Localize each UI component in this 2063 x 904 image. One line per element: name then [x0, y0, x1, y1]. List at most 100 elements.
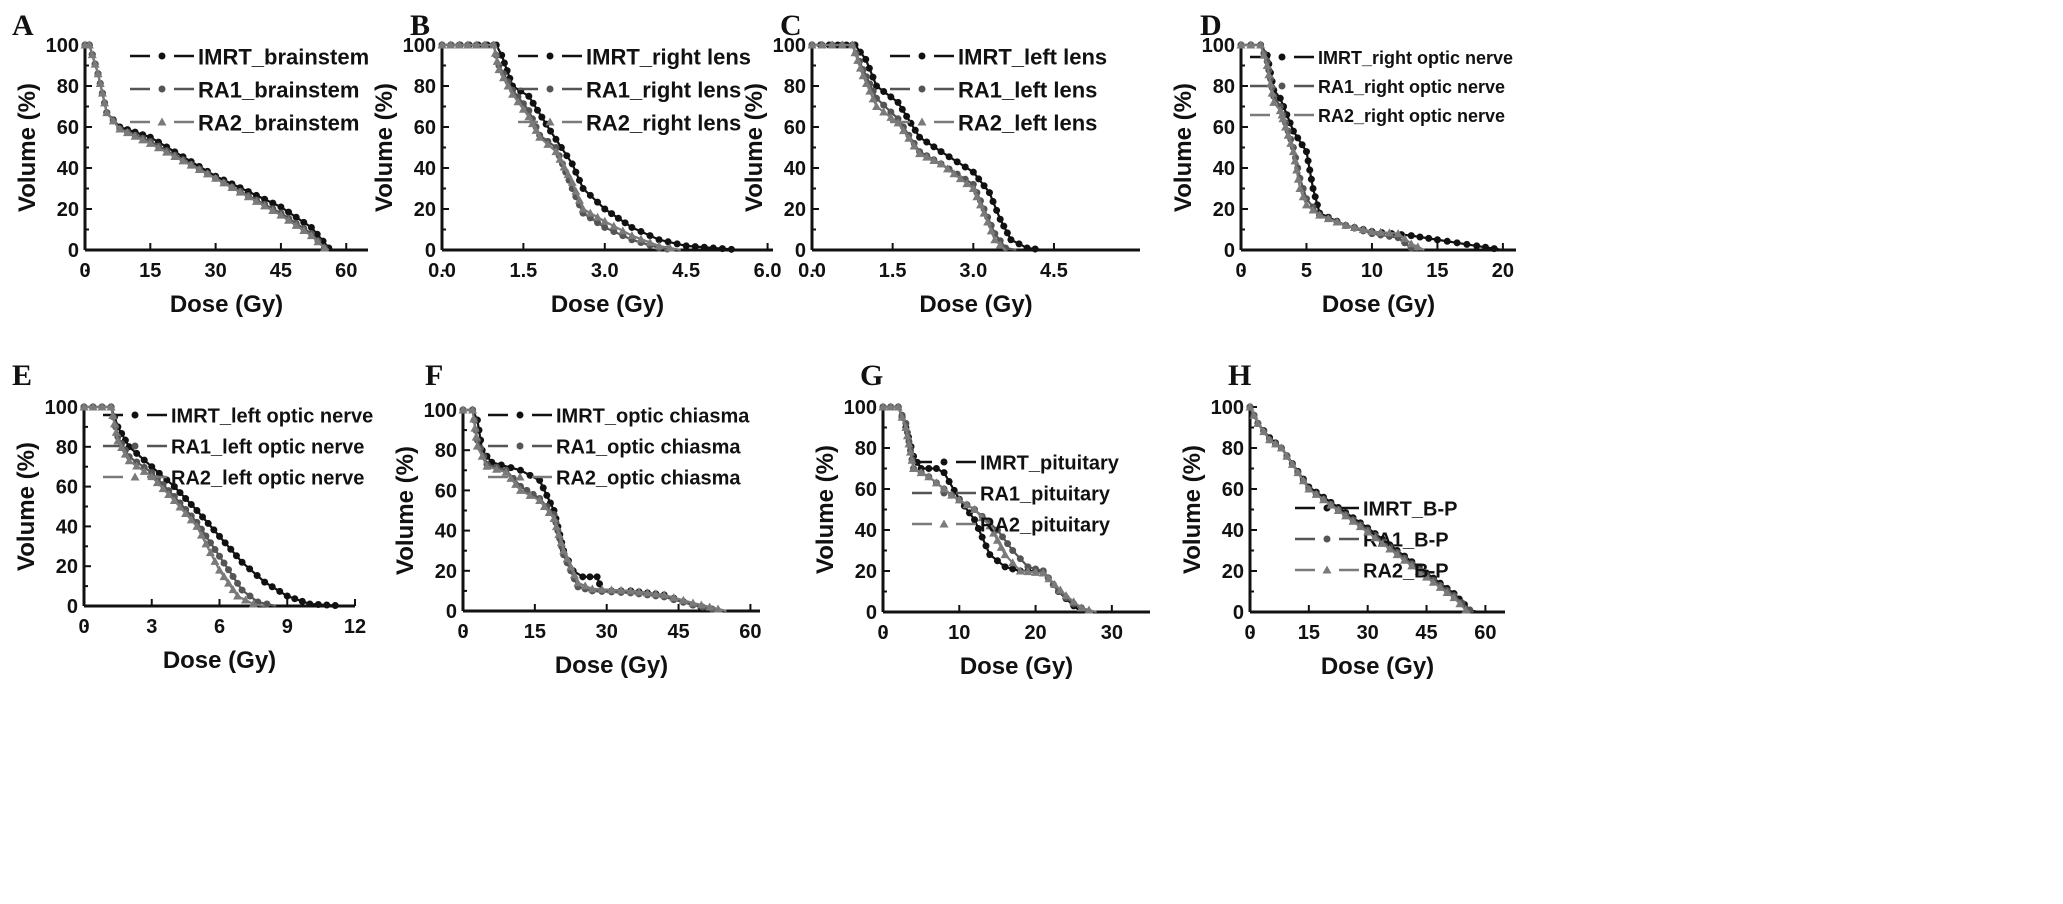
data-point — [688, 598, 698, 607]
data-point — [216, 552, 223, 560]
data-point — [627, 231, 637, 240]
data-point — [610, 228, 618, 236]
y-axis-label: Volume (%) — [13, 442, 40, 571]
legend-label: RA2_B-P — [1363, 561, 1449, 583]
data-point — [898, 105, 906, 113]
data-point — [586, 191, 594, 199]
data-point — [229, 573, 237, 581]
y-tick-label: 0 — [866, 602, 877, 624]
legend-marker — [940, 458, 948, 466]
y-tick-label: 80 — [855, 438, 877, 460]
y-tick-label: 60 — [1213, 117, 1235, 139]
legend-label: IMRT_left lens — [958, 44, 1107, 69]
data-point — [636, 234, 646, 243]
data-point — [472, 441, 482, 450]
data-point — [1290, 156, 1300, 165]
data-point — [140, 456, 148, 464]
x-tick-label: 45 — [1415, 622, 1437, 644]
data-point — [538, 113, 546, 121]
data-point — [993, 526, 1001, 534]
x-tick-label: 20 — [1024, 622, 1046, 644]
data-point — [580, 581, 590, 590]
data-point — [985, 521, 995, 530]
data-point — [1298, 476, 1308, 485]
data-point — [827, 40, 837, 49]
panel-letter: G — [860, 359, 883, 392]
data-point — [132, 461, 142, 470]
data-point — [940, 469, 948, 477]
data-point — [574, 195, 584, 204]
x-tick-label: 30 — [204, 260, 226, 282]
data-point — [673, 240, 681, 248]
data-point — [977, 513, 987, 522]
data-point — [225, 566, 233, 574]
data-point — [924, 472, 934, 481]
data-point — [145, 138, 155, 147]
data-point — [106, 402, 116, 411]
data-point — [562, 554, 572, 563]
legend-marker — [515, 472, 525, 481]
data-point — [568, 160, 576, 168]
data-point — [1288, 147, 1298, 156]
data-point — [897, 412, 907, 421]
data-point — [587, 584, 597, 593]
data-point — [646, 232, 654, 240]
data-point — [922, 152, 932, 161]
data-point — [579, 573, 587, 581]
legend-label: RA1_optic chiasma — [556, 437, 741, 459]
data-point — [1370, 533, 1380, 542]
data-point — [996, 215, 1004, 223]
data-point — [637, 228, 645, 236]
data-point — [178, 156, 188, 165]
y-tick-label: 40 — [414, 158, 436, 180]
legend-marker — [1322, 565, 1332, 574]
legend-marker — [545, 117, 555, 126]
data-point — [551, 147, 561, 156]
x-tick-label: 15 — [139, 260, 161, 282]
data-point — [1008, 558, 1018, 567]
y-tick-label: 100 — [1211, 397, 1244, 419]
data-point — [1001, 563, 1009, 571]
data-point — [549, 514, 559, 523]
data-point — [1084, 605, 1094, 614]
data-point — [1481, 243, 1489, 251]
y-tick-label: 40 — [56, 516, 78, 538]
data-point — [238, 586, 246, 594]
legend-label: RA2_left lens — [958, 110, 1097, 135]
data-point — [306, 600, 314, 608]
data-point — [886, 402, 896, 411]
data-point — [480, 40, 490, 49]
x-tick-label: 10 — [948, 622, 970, 644]
y-axis-label: Volume (%) — [1179, 445, 1206, 574]
x-tick-label: 15 — [1426, 260, 1448, 282]
legend-marker — [546, 52, 554, 60]
y-tick-label: 40 — [1213, 158, 1235, 180]
data-point — [1309, 185, 1317, 192]
data-point — [559, 162, 569, 171]
data-point — [498, 73, 508, 82]
data-point — [678, 595, 688, 604]
data-point — [943, 164, 953, 173]
data-point — [949, 169, 959, 178]
data-point — [1400, 234, 1410, 243]
x-tick-label: 0 — [877, 622, 888, 644]
data-point — [1009, 547, 1017, 554]
data-point — [79, 402, 89, 411]
data-point — [1004, 540, 1012, 548]
data-point — [1326, 500, 1336, 509]
data-point — [559, 546, 569, 555]
data-point — [182, 495, 190, 503]
x-axis-label: Dose (Gy) — [163, 647, 276, 674]
y-tick-label: 40 — [784, 158, 806, 180]
data-point — [233, 591, 243, 600]
data-point — [971, 516, 979, 524]
y-axis-label: Volume (%) — [741, 83, 768, 212]
data-point — [109, 419, 119, 428]
legend-label: IMRT_optic chiasma — [556, 406, 750, 428]
data-point — [477, 451, 487, 460]
series-line — [812, 43, 1007, 251]
legend-marker — [1323, 535, 1331, 543]
data-point — [594, 198, 602, 206]
data-point — [905, 447, 915, 456]
data-point — [508, 89, 518, 98]
